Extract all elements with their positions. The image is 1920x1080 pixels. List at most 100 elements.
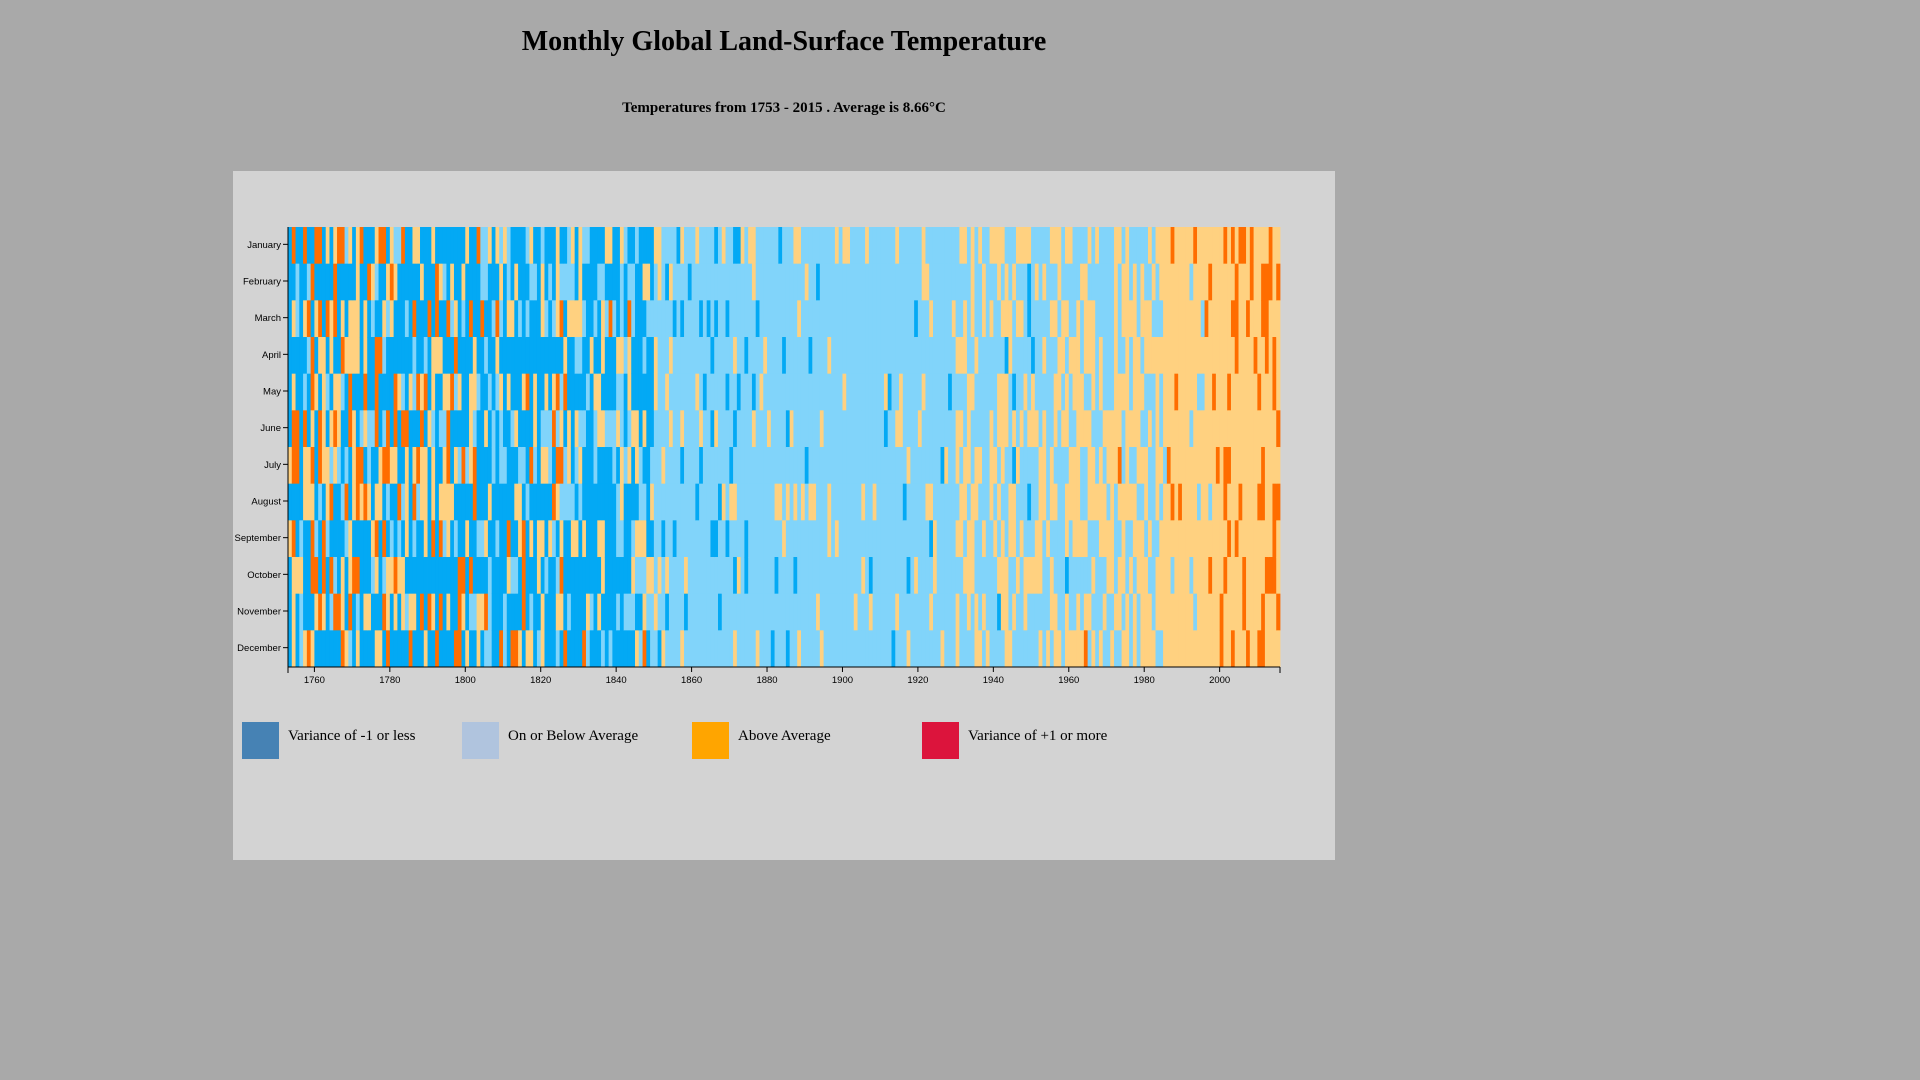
heatmap-cell <box>1163 410 1168 448</box>
heatmap-cell <box>1114 263 1119 301</box>
heatmap-cell <box>767 263 772 301</box>
heatmap-cell <box>597 227 602 265</box>
heatmap-cell <box>344 630 349 668</box>
heatmap-cell <box>680 557 685 595</box>
heatmap-cell <box>442 337 447 375</box>
heatmap-cell <box>827 593 832 631</box>
heatmap-cell <box>887 593 892 631</box>
heatmap-cell <box>1106 410 1111 448</box>
heatmap-cell <box>1219 373 1224 411</box>
heatmap-cell <box>940 483 945 521</box>
heatmap-cell <box>631 447 636 485</box>
heatmap-cell <box>691 520 696 558</box>
heatmap-cell <box>966 227 972 265</box>
heatmap-cell <box>936 337 941 375</box>
heatmap-cell <box>1189 557 1194 595</box>
heatmap-cell <box>574 227 579 265</box>
heatmap-cell <box>782 410 787 448</box>
heatmap-cell <box>789 263 794 301</box>
heatmap-cell <box>733 630 738 668</box>
heatmap-cell <box>702 557 708 595</box>
heatmap-cell <box>1193 593 1198 631</box>
heatmap-cell <box>774 557 779 595</box>
heatmap-cell <box>1031 410 1036 448</box>
heatmap-cell <box>1185 263 1190 301</box>
heatmap-cell <box>1212 593 1217 631</box>
heatmap-cell <box>453 373 459 411</box>
heatmap-cell <box>1163 227 1168 265</box>
heatmap-cell <box>548 373 553 411</box>
heatmap-cell <box>1015 300 1021 338</box>
heatmap-cell <box>1087 300 1092 338</box>
heatmap-cell <box>668 593 674 631</box>
heatmap-cell <box>295 373 300 411</box>
heatmap-cell <box>812 520 817 558</box>
heatmap-cell <box>1140 520 1145 558</box>
heatmap-cell <box>1197 520 1202 558</box>
heatmap-cell <box>416 263 421 301</box>
heatmap-cell <box>936 447 941 485</box>
heatmap-cell <box>710 410 715 448</box>
heatmap-cell <box>1159 300 1164 338</box>
heatmap-cell <box>1004 593 1009 631</box>
heatmap-cell <box>597 300 602 338</box>
heatmap-cell <box>691 300 696 338</box>
heatmap-cell <box>797 483 802 521</box>
heatmap-cell <box>1268 300 1273 338</box>
heatmap-cell <box>1091 447 1096 485</box>
heatmap-cell <box>770 630 775 668</box>
heatmap-cell <box>1057 557 1062 595</box>
heatmap-cell <box>423 300 428 338</box>
heatmap-cell <box>465 483 470 521</box>
heatmap-cell <box>800 227 806 265</box>
heatmap-cell <box>729 263 734 301</box>
heatmap-cell <box>1000 593 1006 631</box>
heatmap-cell <box>1106 300 1111 338</box>
heatmap-cell <box>1049 300 1055 338</box>
heatmap-cell <box>608 337 613 375</box>
heatmap-cell <box>865 410 870 448</box>
heatmap-cell <box>1219 300 1224 338</box>
heatmap-cell <box>408 593 413 631</box>
heatmap-cell <box>646 483 651 521</box>
heatmap-cell <box>702 410 708 448</box>
x-tick-label: 1900 <box>832 675 853 686</box>
heatmap-cell <box>450 410 455 448</box>
heatmap-cell <box>397 300 402 338</box>
heatmap-cell <box>574 557 579 595</box>
heatmap-cell <box>1242 483 1247 521</box>
heatmap-cell <box>476 557 481 595</box>
heatmap-cell <box>487 593 493 631</box>
heatmap-cell <box>1008 337 1013 375</box>
heatmap-cell <box>872 447 877 485</box>
heatmap-cell <box>495 410 500 448</box>
y-tick-label: February <box>243 277 281 288</box>
heatmap-cell <box>1068 593 1073 631</box>
heatmap-cell <box>506 410 511 448</box>
heatmap-cell <box>1249 410 1254 448</box>
heatmap-cell <box>318 300 323 338</box>
heatmap-cell <box>759 447 764 485</box>
heatmap-cell <box>344 300 349 338</box>
heatmap-cell <box>540 300 545 338</box>
heatmap-cell <box>1008 300 1013 338</box>
heatmap-cell <box>476 227 481 265</box>
heatmap-cell <box>797 447 802 485</box>
heatmap-cell <box>710 337 715 375</box>
heatmap-cell <box>721 520 726 558</box>
heatmap-cell <box>778 520 783 558</box>
heatmap-cell <box>344 410 349 448</box>
heatmap-cell <box>1012 630 1017 668</box>
heatmap-cell <box>408 227 413 265</box>
heatmap-cell <box>435 300 440 338</box>
heatmap-cell <box>367 227 372 265</box>
heatmap-cell <box>1065 410 1070 448</box>
heatmap-cell <box>800 263 806 301</box>
heatmap-cell <box>1174 410 1179 448</box>
heatmap-cell <box>1253 447 1258 485</box>
heatmap-cell <box>827 483 832 521</box>
heatmap-cell <box>1163 373 1168 411</box>
heatmap-cell <box>540 593 545 631</box>
heatmap-cell <box>1042 447 1047 485</box>
heatmap-cell <box>612 300 617 338</box>
